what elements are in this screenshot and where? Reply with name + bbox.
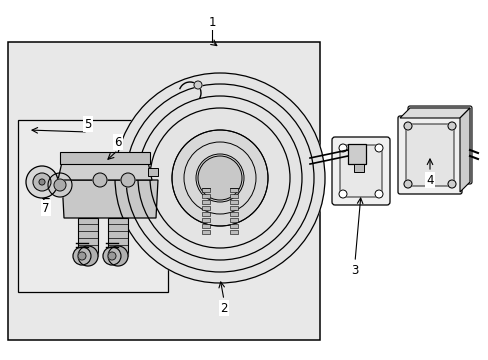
Bar — [202, 212, 209, 216]
Bar — [202, 188, 209, 192]
Bar — [202, 224, 209, 228]
Circle shape — [73, 247, 91, 265]
Circle shape — [198, 156, 242, 200]
Bar — [353, 164, 363, 172]
Polygon shape — [58, 162, 152, 180]
Circle shape — [39, 179, 45, 185]
Circle shape — [121, 173, 135, 187]
FancyBboxPatch shape — [397, 116, 461, 194]
Circle shape — [338, 144, 346, 152]
Circle shape — [172, 130, 267, 226]
Text: 6: 6 — [114, 135, 122, 149]
Bar — [229, 230, 238, 234]
Bar — [202, 194, 209, 198]
Circle shape — [78, 246, 98, 266]
Polygon shape — [459, 108, 469, 192]
Circle shape — [48, 173, 72, 197]
Circle shape — [374, 190, 382, 198]
Circle shape — [93, 173, 107, 187]
Text: 1: 1 — [208, 15, 215, 28]
Circle shape — [115, 73, 325, 283]
Circle shape — [447, 122, 455, 130]
Text: 7: 7 — [42, 202, 50, 215]
Bar — [60, 152, 150, 164]
Circle shape — [26, 166, 58, 198]
FancyBboxPatch shape — [407, 106, 471, 184]
Circle shape — [194, 81, 202, 89]
Circle shape — [374, 144, 382, 152]
Bar — [229, 188, 238, 192]
Bar — [229, 200, 238, 203]
Text: 2: 2 — [220, 302, 227, 315]
Bar — [202, 230, 209, 234]
Circle shape — [103, 247, 121, 265]
Circle shape — [338, 190, 346, 198]
FancyBboxPatch shape — [331, 137, 389, 205]
Bar — [229, 194, 238, 198]
Bar — [78, 218, 98, 256]
Bar — [229, 206, 238, 210]
Circle shape — [403, 180, 411, 188]
Bar — [229, 224, 238, 228]
Circle shape — [403, 122, 411, 130]
Bar — [229, 212, 238, 216]
Bar — [229, 218, 238, 221]
Bar — [108, 218, 128, 256]
Bar — [347, 144, 365, 164]
Circle shape — [447, 180, 455, 188]
FancyBboxPatch shape — [339, 145, 381, 197]
Bar — [202, 218, 209, 221]
FancyBboxPatch shape — [405, 124, 453, 186]
Text: 3: 3 — [350, 264, 358, 276]
Text: 5: 5 — [84, 117, 92, 131]
Bar — [8, 42, 319, 340]
Circle shape — [108, 246, 128, 266]
Circle shape — [54, 179, 66, 191]
Polygon shape — [62, 180, 158, 218]
Bar — [148, 168, 158, 176]
Circle shape — [108, 252, 116, 260]
Bar — [18, 120, 168, 292]
Bar — [202, 206, 209, 210]
Bar — [202, 200, 209, 203]
Circle shape — [78, 252, 86, 260]
Circle shape — [33, 173, 51, 191]
Polygon shape — [399, 108, 469, 118]
Text: 4: 4 — [426, 174, 433, 186]
